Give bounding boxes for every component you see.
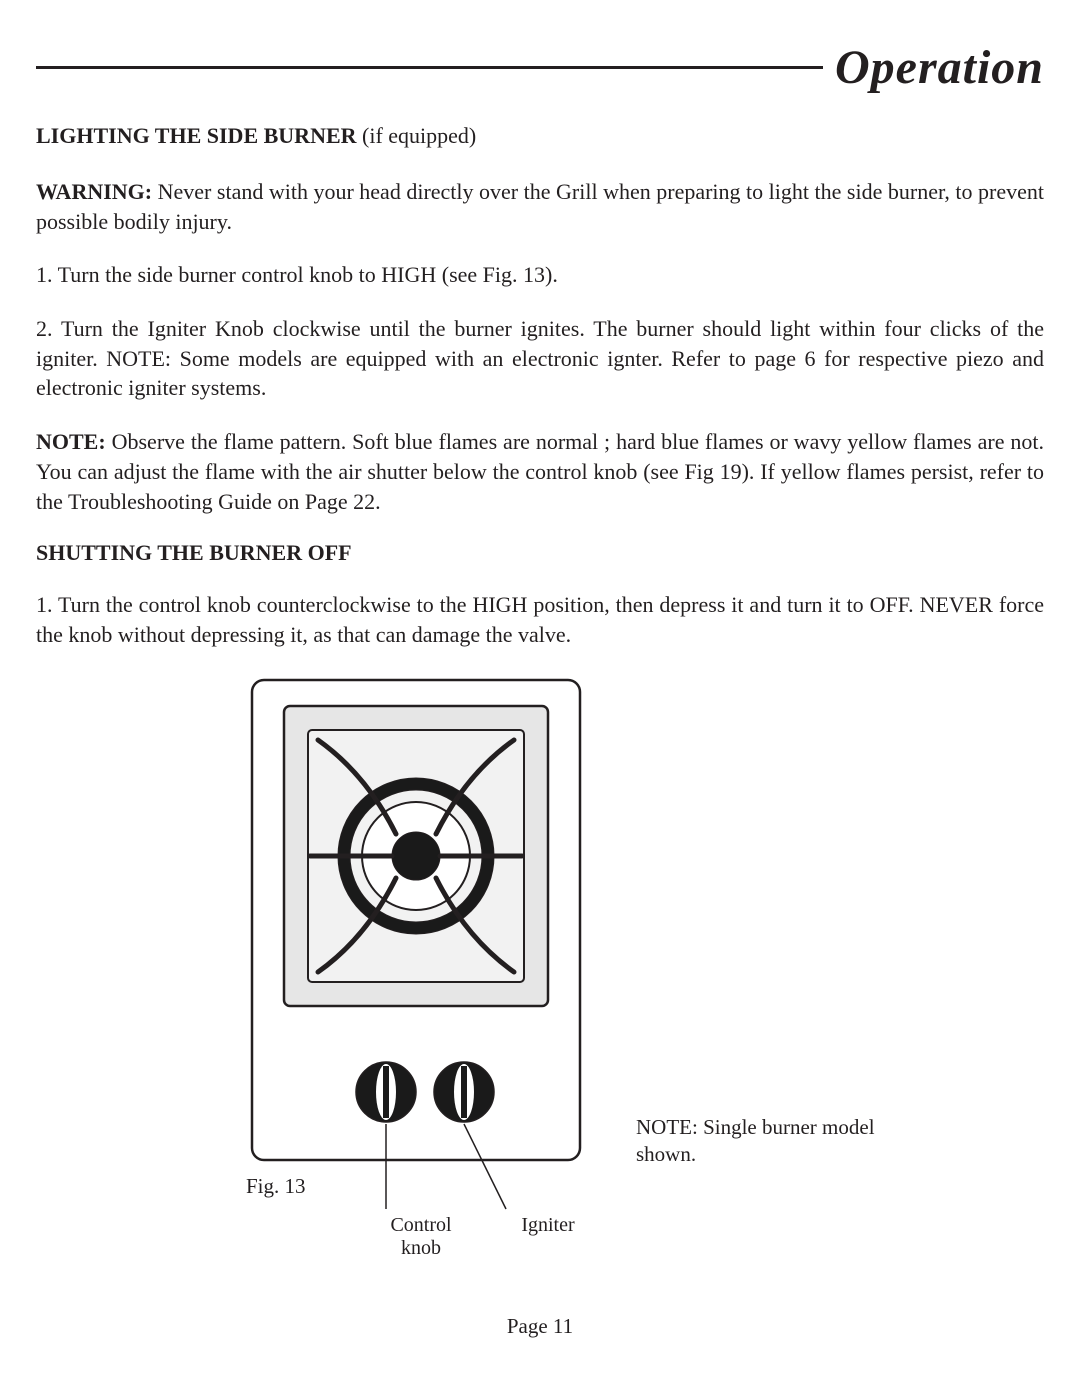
step-1: 1. Turn the side burner control knob to … [36, 260, 1044, 290]
step-b1: 1. Turn the control knob counterclockwis… [36, 590, 1044, 649]
step-2: 2. Turn the Igniter Knob clockwise until… [36, 314, 1044, 403]
header-line [36, 66, 823, 69]
page-number: Page 11 [36, 1314, 1044, 1339]
figure-area: Fig. 13 NOTE: Single burner model shown.… [36, 674, 1044, 1314]
section-heading-shutting: SHUTTING THE BURNER OFF [36, 540, 1044, 566]
warning-text: Never stand with your head directly over… [36, 179, 1044, 234]
note-paragraph: NOTE: Observe the flame pattern. Soft bl… [36, 427, 1044, 516]
figure-caption: Fig. 13 [246, 1174, 306, 1199]
page-title: Operation [823, 40, 1044, 95]
header-rule: Operation [36, 40, 1044, 95]
igniter-knob-icon [434, 1062, 494, 1122]
heading-paren: (if equipped) [357, 123, 477, 148]
warning-label: WARNING: [36, 179, 152, 204]
steps-lighting: 1. Turn the side burner control knob to … [36, 260, 1044, 403]
figure-side-note: NOTE: Single burner model shown. [636, 1114, 896, 1169]
warning-paragraph: WARNING: Never stand with your head dire… [36, 177, 1044, 236]
note-text: Observe the flame pattern. Soft blue fla… [36, 429, 1044, 513]
control-knob-icon [356, 1062, 416, 1122]
steps-shutting: 1. Turn the control knob counterclockwis… [36, 590, 1044, 649]
section-heading-lighting: LIGHTING THE SIDE BURNER (if equipped) [36, 123, 1044, 149]
label-igniter: Igniter [508, 1214, 588, 1237]
heading-bold: LIGHTING THE SIDE BURNER [36, 123, 357, 148]
burner-diagram [246, 674, 586, 1214]
note-label: NOTE: [36, 429, 106, 454]
label-control-knob: Control knob [376, 1214, 466, 1260]
